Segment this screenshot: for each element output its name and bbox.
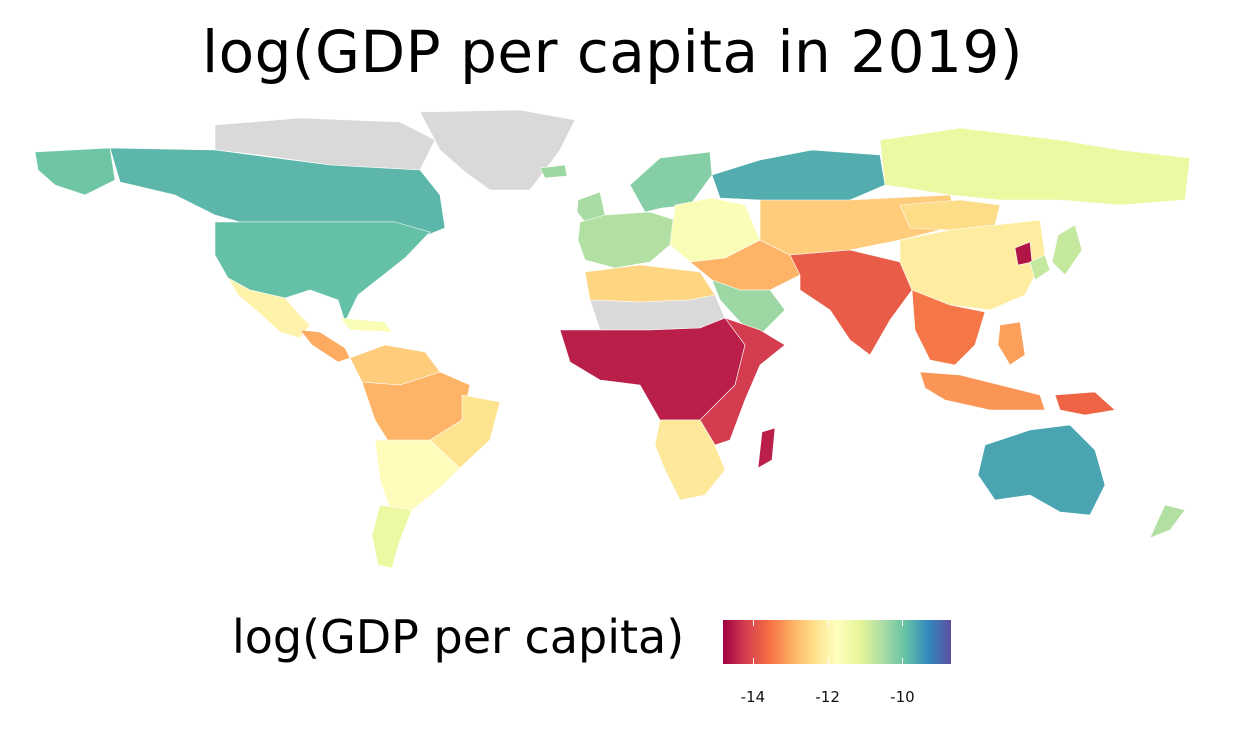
legend-color-bar [723,620,951,664]
legend-tick-mark-bottom [902,658,904,664]
region-australia [977,424,1106,516]
legend-tick-label: -10 [890,688,915,706]
legend-tick-mark-top [752,620,754,626]
region-caribbean [339,317,393,333]
region-madagascar [757,427,776,469]
region-patagonia [371,504,413,569]
region-north-africa [584,264,716,303]
region-mongolia [899,199,1001,231]
region-southern-africa [654,419,726,501]
region-china [899,219,1046,311]
region-greenland [419,109,576,191]
legend-tick-label: -12 [815,688,840,706]
region-united-states [214,221,431,323]
region-philippines [997,321,1026,366]
region-southeast-asia [911,289,986,366]
region-siberia [879,127,1191,206]
region-southern-south-america [374,439,461,516]
region-east-africa [699,317,786,446]
region-scandinavia [629,151,713,213]
map-title: log(GDP per capita in 2019) [202,18,1023,86]
region-arabian-peninsula [711,279,786,336]
legend-tick-mark-top [827,620,829,626]
region-papua-new-guinea [1054,391,1116,416]
world-map [34,109,1191,569]
region-japan-korea [1029,224,1083,281]
legend-tick-mark-bottom [827,658,829,664]
region-iceland [539,164,568,179]
legend-title: log(GDP per capita) [232,610,685,664]
legend-tick-mark-top [902,620,904,626]
region-northern-russia [711,149,886,206]
legend-gradient [723,620,951,664]
region-central-america [299,329,351,363]
region-western-europe [577,211,676,269]
region-alaska [34,147,116,196]
legend-tick-mark-bottom [752,658,754,664]
legend-ticks [723,620,951,664]
region-indonesia [919,371,1046,411]
region-south-asia [789,249,913,356]
legend-tick-label: -14 [740,688,766,706]
region-new-zealand [1149,504,1186,539]
